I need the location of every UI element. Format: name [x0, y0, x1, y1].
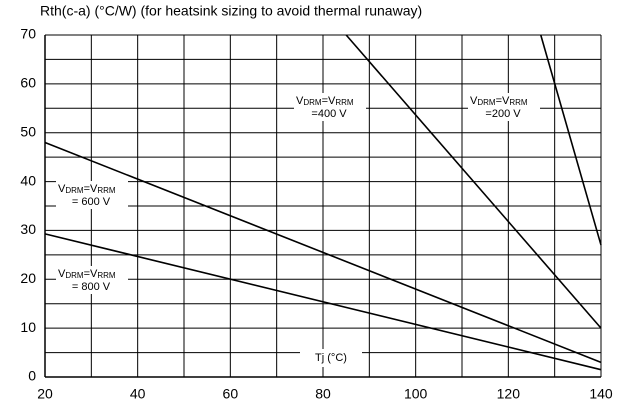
- annotation-part: DRM: [303, 98, 322, 107]
- x-tick-label: 100: [404, 386, 428, 402]
- annotation-part: V: [58, 268, 66, 280]
- y-tick-label: 0: [28, 368, 36, 384]
- y-tick-label: 60: [20, 75, 36, 91]
- x-tick-label: 120: [497, 386, 521, 402]
- annotation-voltage: =200 V: [485, 108, 521, 120]
- annotation-part: =V: [84, 183, 98, 195]
- annotation-part: =V: [496, 95, 510, 107]
- x-tick-label: 60: [223, 386, 239, 402]
- y-tick-label: 10: [20, 319, 36, 335]
- y-tick-label: 20: [20, 270, 36, 286]
- series-line: [44, 141, 602, 364]
- annotation-part: RRM: [97, 186, 116, 195]
- annotation-label: VDRM=VRRM: [470, 95, 528, 107]
- y-tick-label: 50: [20, 123, 36, 139]
- annotation-part: RRM: [97, 271, 116, 280]
- annotation-voltage: =400 V: [311, 108, 347, 120]
- annotation-part: V: [470, 95, 478, 107]
- series-line: [345, 34, 602, 329]
- x-tick-label: 40: [130, 386, 146, 402]
- annotation-bg: [56, 266, 128, 294]
- annotation-part: =V: [84, 268, 98, 280]
- annotation-part: DRM: [65, 271, 84, 280]
- annotation-bg: [468, 93, 540, 121]
- y-tick-label: 40: [20, 172, 36, 188]
- annotation-part: RRM: [509, 98, 528, 107]
- x-tick-label: 80: [315, 386, 331, 402]
- annotation-part: RRM: [335, 98, 354, 107]
- series-line: [44, 233, 602, 371]
- annotation-label: VDRM=VRRM: [58, 183, 116, 195]
- annotation-part: V: [296, 95, 304, 107]
- annotation-part: DRM: [477, 98, 496, 107]
- annotation-part: =V: [322, 95, 336, 107]
- annotation-voltage: = 800 V: [72, 281, 111, 293]
- y-tick-label: 70: [20, 26, 36, 42]
- x-label-bg: [300, 349, 362, 367]
- annotation-part: DRM: [65, 186, 84, 195]
- x-tick-label: 20: [37, 386, 53, 402]
- annotation-label: VDRM=VRRM: [296, 95, 354, 107]
- annotation-part: V: [58, 183, 66, 195]
- annotation-bg: [56, 181, 128, 209]
- x-axis-label: Tj (°C): [315, 352, 347, 364]
- x-tick-label: 140: [589, 386, 613, 402]
- chart-title: Rth(c-a) (°C/W) (for heatsink sizing to …: [40, 3, 422, 19]
- annotation-voltage: = 600 V: [72, 196, 111, 208]
- y-tick-label: 30: [20, 221, 36, 237]
- annotation-label: VDRM=VRRM: [58, 268, 116, 280]
- series-line: [539, 34, 602, 246]
- annotation-bg: [294, 93, 366, 121]
